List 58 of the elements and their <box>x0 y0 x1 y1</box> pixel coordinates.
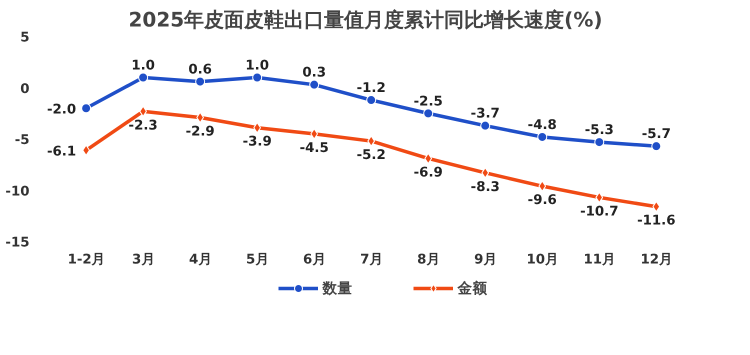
x-tick-label: 4月 <box>189 252 212 268</box>
data-label: 1.0 <box>245 58 269 74</box>
data-label: -3.7 <box>470 106 500 122</box>
y-tick-label: -10 <box>5 184 30 200</box>
data-label: -4.8 <box>528 118 557 133</box>
point <box>195 76 206 87</box>
point <box>537 132 548 142</box>
legend-label: 金额 <box>458 278 488 298</box>
data-label: -5.2 <box>356 148 386 164</box>
x-tick-label: 1-2月 <box>68 252 105 268</box>
point <box>366 95 376 106</box>
x-tick-label: 11月 <box>584 252 616 268</box>
data-label: -5.3 <box>584 123 614 138</box>
y-tick-label: -5 <box>14 133 30 148</box>
point <box>538 180 546 192</box>
data-label: -5.7 <box>642 127 671 142</box>
y-tick-label: 0 <box>20 82 30 97</box>
x-tick-label: 3月 <box>132 252 154 268</box>
chart-title: 2025年皮面皮鞋出口量值月度累计同比增长速度(%) <box>128 8 602 32</box>
data-label: -2.9 <box>186 124 215 140</box>
x-tick-label: 9月 <box>474 252 496 268</box>
data-label: -1.2 <box>356 81 386 96</box>
point <box>594 137 604 148</box>
data-label: -10.7 <box>580 204 618 220</box>
legend-label: 数量 <box>322 278 352 298</box>
point <box>423 108 434 118</box>
data-label: -2.5 <box>414 94 443 110</box>
x-tick-label: 7月 <box>360 252 382 268</box>
y-tick-label: -15 <box>5 236 30 250</box>
data-label: 0.6 <box>188 62 212 78</box>
point <box>481 167 490 178</box>
data-label: 0.3 <box>302 66 326 81</box>
x-tick-label: 8月 <box>417 252 440 268</box>
data-label: 1.0 <box>131 58 155 74</box>
point <box>138 72 148 82</box>
point <box>651 141 662 152</box>
data-label: -2.3 <box>128 118 158 134</box>
point <box>309 80 320 90</box>
point <box>310 128 318 140</box>
point <box>652 201 660 212</box>
x-tick-label: 10月 <box>526 252 558 268</box>
data-label: -6.1 <box>46 144 76 160</box>
point <box>480 120 490 131</box>
x-tick-label: 6月 <box>303 252 326 268</box>
data-label: -11.6 <box>637 214 676 229</box>
point <box>252 72 262 82</box>
data-label: -3.9 <box>242 134 272 150</box>
x-tick-label: 5月 <box>246 252 268 268</box>
data-label: -4.5 <box>300 140 329 156</box>
x-tick-label: 12月 <box>640 252 672 268</box>
data-label: -8.3 <box>470 180 500 195</box>
y-tick-label: 5 <box>20 30 30 46</box>
data-label: -2.0 <box>46 102 76 118</box>
point <box>81 103 92 114</box>
data-label: -6.9 <box>414 165 443 180</box>
point <box>424 152 432 164</box>
point <box>595 192 604 203</box>
data-label: -9.6 <box>528 193 557 208</box>
